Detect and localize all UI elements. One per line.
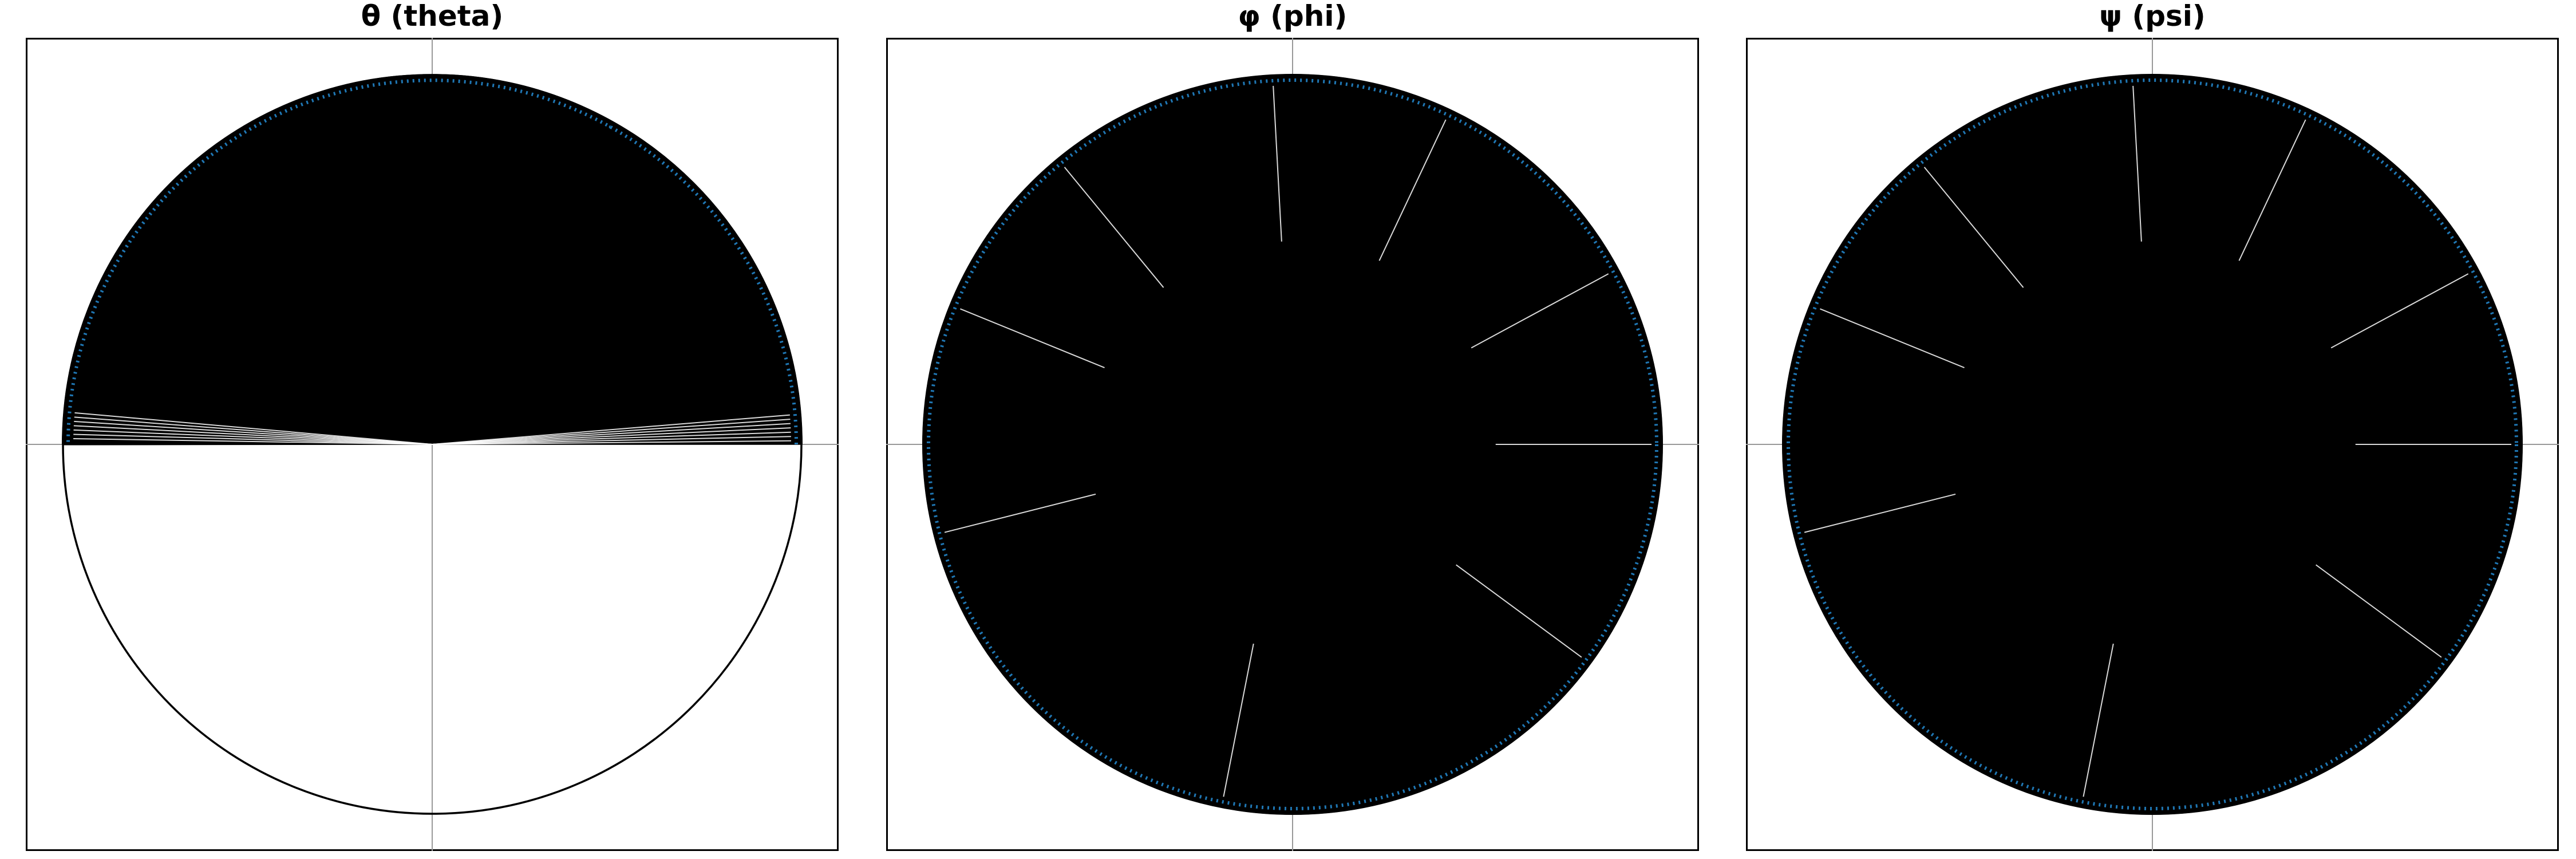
theta-panel: θ (theta) [26, 0, 839, 859]
arrowhead-band [62, 74, 803, 445]
highlight-vector [2238, 119, 2306, 261]
chart-title: θ (theta) [361, 0, 504, 33]
highlight-vector [73, 438, 433, 445]
highlight-vector [432, 427, 791, 445]
highlight-vector [960, 308, 1105, 368]
highlight-vector [73, 425, 433, 445]
highlight-vector [1471, 273, 1609, 349]
psi-panel: ψ (psi) [1746, 0, 2559, 859]
highlight-vectors [1804, 85, 2511, 797]
highlight-vectors [944, 85, 1652, 797]
highlight-vector [432, 440, 791, 445]
highlight-vector [1820, 308, 1965, 368]
vector-fan [62, 74, 802, 446]
highlight-vectors [73, 412, 791, 445]
psi-plot [1746, 38, 2559, 851]
arrowhead-ring [927, 78, 1658, 810]
highlight-vector [74, 416, 433, 445]
highlight-vector [73, 434, 433, 445]
phi-plot [886, 38, 1699, 851]
highlight-vector [432, 423, 791, 445]
highlight-vector [74, 420, 433, 445]
arrowhead-ring [1787, 78, 2518, 810]
highlight-vector [1378, 119, 1447, 261]
chart-title: ψ (psi) [2099, 0, 2206, 33]
chart-title: φ (phi) [1238, 0, 1348, 33]
highlight-vector [1804, 493, 1956, 533]
highlight-vector [1273, 85, 1282, 242]
highlight-vector [432, 419, 791, 445]
highlight-vector [2083, 643, 2114, 797]
phi-panel: φ (phi) [886, 0, 1699, 859]
highlight-vector [73, 429, 433, 445]
highlight-vector [1064, 167, 1164, 288]
highlight-vector [432, 431, 791, 445]
highlight-vector [2132, 85, 2142, 242]
highlight-vector [944, 493, 1096, 533]
highlight-vector [432, 436, 791, 445]
orientation-vectors [62, 74, 802, 446]
highlight-vector [1923, 167, 2024, 288]
highlight-vector [1223, 643, 1254, 797]
highlight-vector [1456, 564, 1582, 658]
highlight-vector [432, 414, 790, 445]
highlight-vector [2330, 273, 2469, 349]
theta-plot [26, 38, 839, 851]
highlight-vector [2316, 564, 2442, 658]
highlight-vector [74, 412, 433, 445]
